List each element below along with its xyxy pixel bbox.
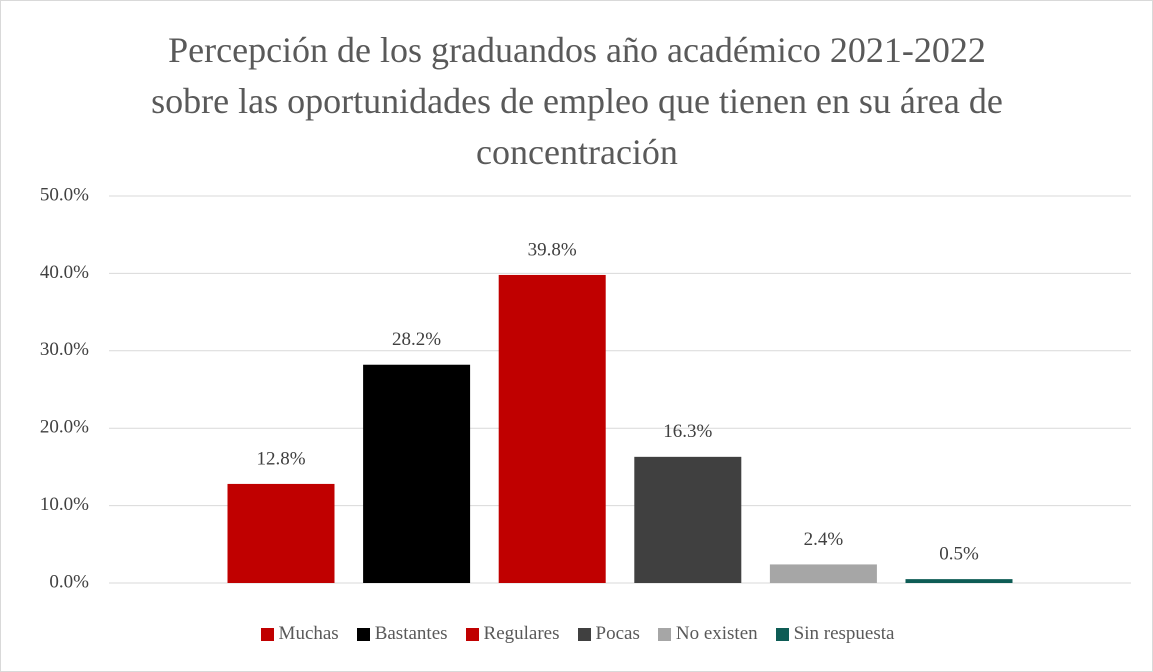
legend-item: No existen bbox=[657, 623, 758, 645]
y-tick-label: 20.0% bbox=[40, 417, 89, 438]
legend-swatch bbox=[775, 627, 789, 641]
data-label: 2.4% bbox=[804, 529, 844, 550]
data-label: 39.8% bbox=[528, 239, 577, 260]
data-label: 28.2% bbox=[392, 329, 441, 350]
legend: Muchas Bastantes Regulares Pocas No existen S… bbox=[1, 623, 1153, 645]
legend-label: Regulares bbox=[483, 623, 560, 644]
bar bbox=[905, 579, 1013, 583]
legend-label: Bastantes bbox=[374, 623, 448, 644]
chart-title: Percepción de los graduandos año académi… bbox=[151, 30, 1003, 172]
legend-label: No existen bbox=[675, 623, 758, 644]
y-tick-label: 10.0% bbox=[40, 494, 89, 515]
bar bbox=[498, 274, 606, 583]
legend-item: Sin respuesta bbox=[775, 623, 895, 645]
bar bbox=[227, 483, 335, 583]
legend-item: Muchas bbox=[260, 623, 339, 645]
legend-label: Pocas bbox=[595, 623, 640, 644]
data-label: 16.3% bbox=[663, 421, 712, 442]
legend-label: Muchas bbox=[278, 623, 339, 644]
legend-item: Pocas bbox=[577, 623, 640, 645]
bar bbox=[363, 364, 471, 583]
y-tick-label: 40.0% bbox=[40, 262, 89, 283]
legend-label: Sin respuesta bbox=[793, 623, 895, 644]
data-label: 12.8% bbox=[256, 448, 305, 469]
data-label: 0.5% bbox=[939, 543, 979, 564]
y-tick-label: 0.0% bbox=[49, 571, 89, 592]
legend-swatch bbox=[657, 627, 671, 641]
bar bbox=[634, 456, 742, 583]
legend-item: Bastantes bbox=[356, 623, 448, 645]
legend-swatch bbox=[465, 627, 479, 641]
legend-item: Regulares bbox=[465, 623, 560, 645]
legend-swatch bbox=[577, 627, 591, 641]
y-tick-label: 30.0% bbox=[40, 339, 89, 360]
legend-swatch bbox=[260, 627, 274, 641]
bar bbox=[769, 564, 877, 583]
legend-swatch bbox=[356, 627, 370, 641]
y-tick-label: 50.0% bbox=[40, 184, 89, 205]
